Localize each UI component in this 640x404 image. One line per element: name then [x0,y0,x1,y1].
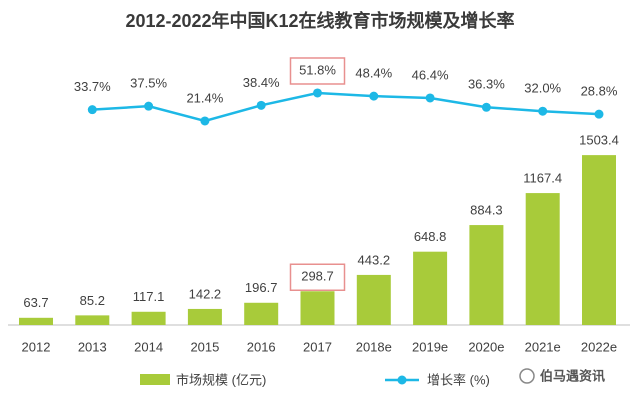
bar-value-label: 1167.4 [523,171,562,186]
bar [131,311,166,325]
x-tick-label: 2019e [412,339,448,354]
growth-point [256,100,266,110]
watermark-text: 伯马遇资讯 [540,368,605,383]
highlight-box [289,57,346,85]
bar [75,315,110,325]
bar-value-label: 298.7 [301,269,334,284]
legend-label: 增长率 (%) [427,372,490,387]
legend-swatch-dot [397,375,407,385]
line-value-label: 32.0% [524,81,561,96]
x-tick-label: 2017 [303,339,332,354]
growth-point [425,93,435,103]
bar-value-label: 63.7 [23,295,48,310]
bar-value-label: 884.3 [470,203,503,218]
legend-label: 市场规模 (亿元) [176,372,266,387]
growth-line [92,91,600,123]
bar [525,193,560,325]
line-value-label: 38.4% [243,75,280,90]
growth-point [481,102,491,112]
bar-value-label: 196.7 [245,280,278,295]
bar-value-label: 85.2 [80,293,105,308]
bar [187,308,222,325]
watermark-icon [519,368,535,384]
x-tick-label: 2015 [190,339,219,354]
bar-value-label: 142.2 [189,286,222,301]
growth-point [87,105,97,115]
line-value-label: 36.3% [468,77,505,92]
x-tick-label: 2021e [525,339,561,354]
x-tick-label: 2013 [78,339,107,354]
bar [300,291,335,325]
highlight-box [289,263,346,291]
bar [244,302,279,325]
growth-point [200,116,210,126]
bar-value-label: 1503.4 [579,133,619,148]
line-value-label: 37.5% [130,76,167,91]
x-tick-label: 2016 [247,339,276,354]
line-value-label: 33.7% [74,79,111,94]
growth-point [313,88,322,98]
growth-point [369,91,379,101]
line-value-label: 21.4% [186,90,223,105]
bar [469,225,504,325]
growth-point [594,109,604,119]
line-value-label: 51.8% [299,62,336,77]
x-tick-label: 2014 [134,339,163,354]
line-value-label: 48.4% [355,66,392,81]
line-value-label: 46.4% [412,67,449,82]
bar [582,155,616,325]
bar-value-label: 443.2 [358,252,391,267]
growth-point [538,106,548,116]
legend-swatch [140,374,170,385]
x-tick-label: 2018e [356,339,392,354]
x-tick-label: 2012 [22,339,51,354]
bar [413,251,448,325]
bar [19,317,53,325]
bar-value-label: 117.1 [133,289,165,304]
bar [356,274,391,325]
growth-point [144,101,154,111]
x-tick-label: 2022e [581,339,617,354]
x-tick-label: 2020e [468,339,504,354]
chart-title: 2012-2022年中国K12在线教育市场规模及增长率 [125,10,514,31]
line-value-label: 28.8% [581,84,618,99]
bar-value-label: 648.8 [414,229,447,244]
watermark: 伯马遇资讯 [519,368,605,384]
